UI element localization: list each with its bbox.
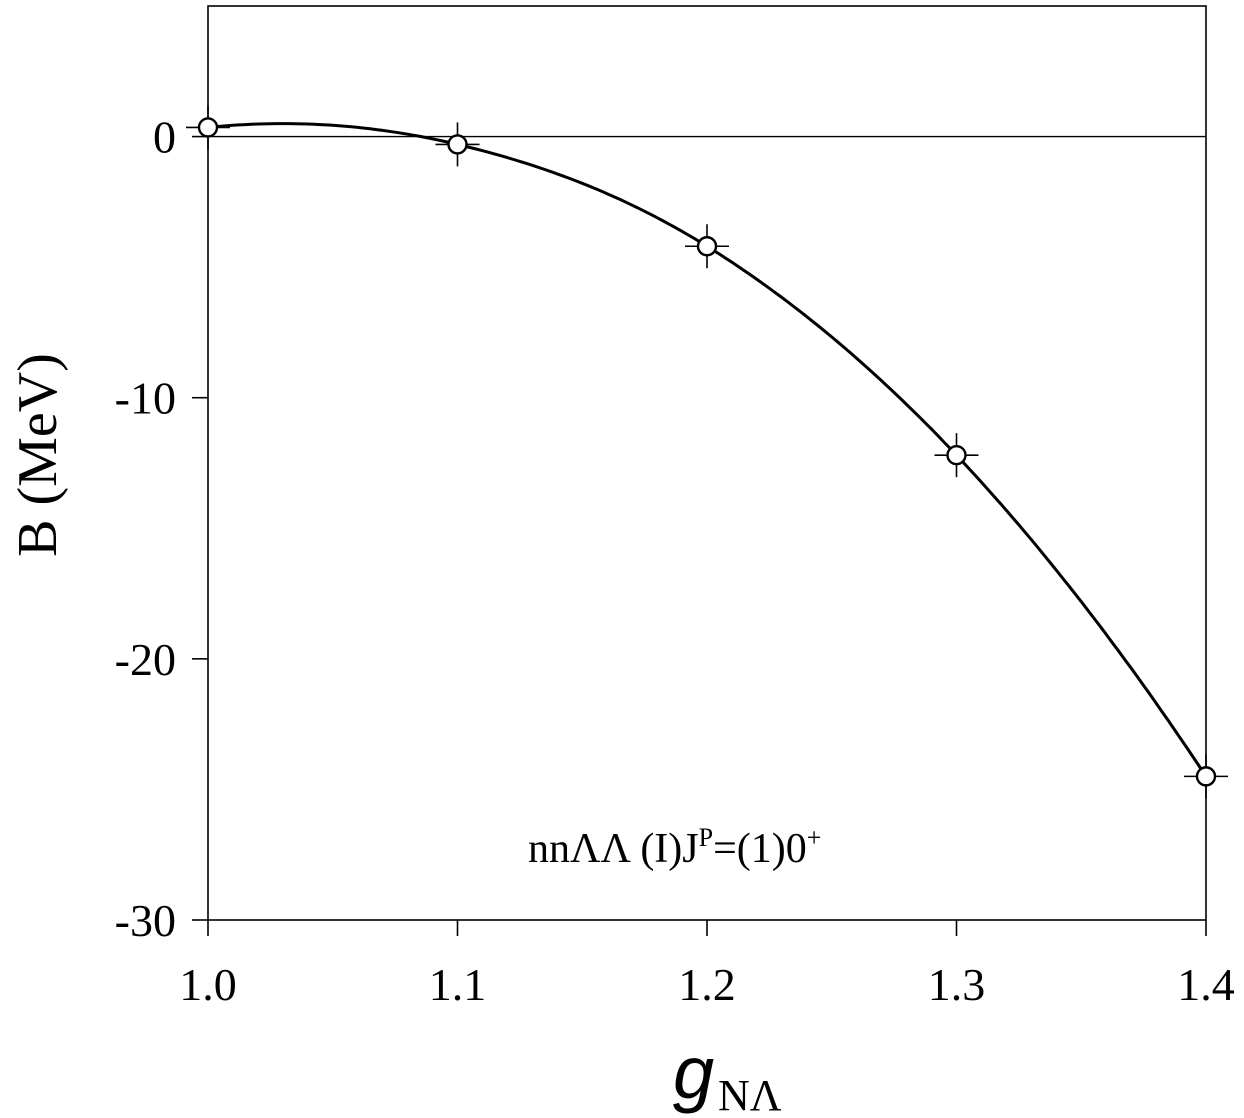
y-tick-label: -30 bbox=[115, 895, 176, 946]
x-tick-label: 1.2 bbox=[678, 959, 736, 1010]
data-point-circle bbox=[946, 444, 967, 466]
x-axis-label: g NΛ bbox=[673, 1031, 782, 1118]
annotation-main: nnΛΛ (I)J bbox=[528, 826, 699, 872]
data-point-circle bbox=[447, 134, 468, 155]
y-tick-label: -10 bbox=[115, 373, 176, 424]
plot-border bbox=[207, 5, 1207, 921]
annotation-mid: =(1)0 bbox=[713, 826, 807, 872]
data-point-circle bbox=[1195, 766, 1217, 787]
x-tick-label: 1.4 bbox=[1177, 959, 1235, 1010]
y-axis-label: B (MeV) bbox=[7, 353, 69, 557]
data-point bbox=[186, 105, 230, 150]
plot-frame-layer bbox=[207, 5, 1207, 921]
x-axis-label-subscript: NΛ bbox=[718, 1071, 782, 1118]
data-point-circle bbox=[197, 117, 219, 138]
y-tick-label: -20 bbox=[115, 634, 176, 685]
annotation-sup-plus: + bbox=[807, 823, 822, 852]
x-tick-label: 1.0 bbox=[179, 959, 237, 1010]
y-tick-label: 0 bbox=[153, 112, 176, 163]
data-point bbox=[1184, 754, 1228, 799]
tick-layer: 0 -10 -20 -301.0 1.1 1.2 1.3 1.4 bbox=[115, 112, 1235, 1010]
x-axis-label-main: g bbox=[673, 1031, 714, 1114]
data-point bbox=[435, 122, 480, 167]
marker-layer bbox=[186, 105, 1228, 799]
annotation-sup-p: P bbox=[699, 823, 713, 852]
curve-layer bbox=[207, 122, 1208, 778]
annotation-label: nnΛΛ (I)JP=(1)0+ bbox=[528, 823, 821, 872]
data-point-circle bbox=[696, 236, 718, 257]
x-tick-label: 1.3 bbox=[928, 959, 986, 1010]
series-line bbox=[207, 122, 1208, 778]
data-point bbox=[934, 433, 979, 478]
data-point bbox=[685, 224, 729, 269]
x-tick-label: 1.1 bbox=[429, 959, 487, 1010]
